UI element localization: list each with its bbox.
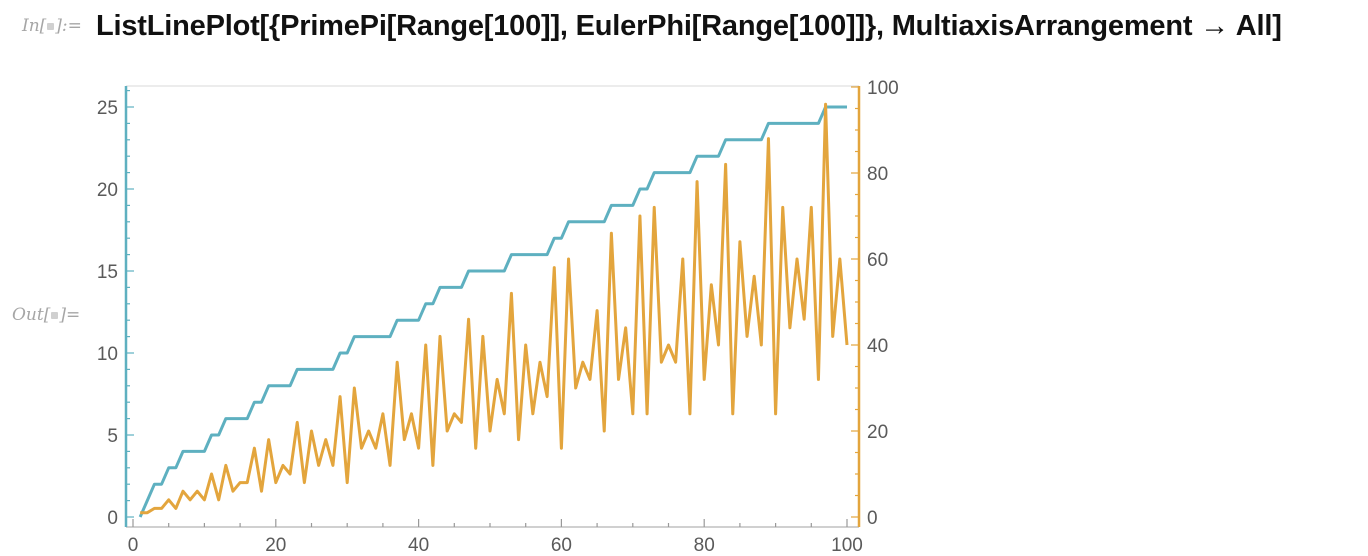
right-axis-tick-label: 40 bbox=[867, 336, 888, 357]
x-axis-tick-label: 0 bbox=[128, 535, 139, 556]
x-axis-tick-label: 80 bbox=[694, 535, 715, 556]
right-axis-tick-label: 20 bbox=[867, 422, 888, 443]
cell-number-placeholder-icon bbox=[47, 23, 55, 30]
left-axis-tick-label: 15 bbox=[97, 262, 118, 283]
right-axis-tick-label: 80 bbox=[867, 164, 888, 185]
axis-ticks bbox=[126, 86, 859, 527]
input-label-end: ]:= bbox=[55, 16, 82, 36]
x-axis-tick-label: 40 bbox=[408, 535, 429, 556]
left-axis-tick-label: 20 bbox=[97, 180, 118, 201]
right-axis-tick-label: 100 bbox=[867, 78, 899, 99]
output-cell-label: Out[ ]= bbox=[12, 305, 80, 325]
plot-frame bbox=[124, 85, 861, 528]
x-axis-tick-label: 100 bbox=[831, 535, 863, 556]
cell-number-placeholder-icon bbox=[51, 312, 59, 319]
left-axis-tick-label: 0 bbox=[107, 508, 118, 529]
series-lines bbox=[138, 102, 849, 518]
input-code[interactable]: ListLinePlot[{PrimePi[Range[100]], Euler… bbox=[96, 10, 1282, 42]
right-axis-tick-label: 0 bbox=[867, 508, 878, 529]
input-label-text: In[ bbox=[22, 16, 47, 36]
input-cell-label: In[ ]:= bbox=[22, 16, 82, 36]
left-axis-tick-label: 10 bbox=[97, 344, 118, 365]
left-axis-tick-label: 25 bbox=[97, 98, 118, 119]
output-label-end: ]= bbox=[59, 305, 81, 325]
series-eulerphi-line bbox=[140, 102, 849, 515]
right-axis-tick-label: 60 bbox=[867, 250, 888, 271]
series-primepi-line bbox=[138, 105, 847, 518]
output-label-text: Out[ bbox=[12, 305, 51, 325]
x-axis-tick-label: 60 bbox=[551, 535, 572, 556]
x-axis-tick-label: 20 bbox=[265, 535, 286, 556]
left-axis-tick-label: 5 bbox=[107, 426, 118, 447]
